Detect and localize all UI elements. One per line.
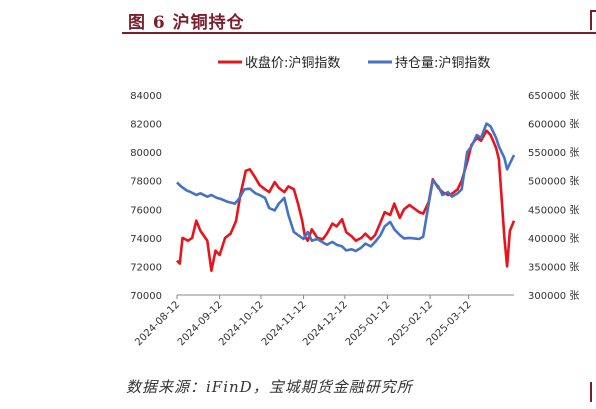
y-left-tick-label: 74000 [130, 234, 162, 245]
y-right-tick-label: 500000 张 [528, 176, 579, 188]
title-rule [122, 32, 596, 34]
edge-mark-bottom [590, 382, 596, 402]
x-tick-label: 2025-01-12 [344, 299, 393, 348]
y-right-tick-label: 550000 张 [528, 147, 579, 159]
y-left-tick-label: 72000 [130, 262, 162, 273]
y-right-tick-label: 450000 张 [528, 204, 579, 216]
axes: 70000 72000 74000 76000 78000 80000 82000 84000… [130, 90, 579, 348]
y-right-tick-label: 650000 张 [528, 90, 579, 102]
y-right-tick-label: 350000 张 [528, 261, 579, 273]
y-left-tick-label: 84000 [130, 91, 162, 102]
y-left-tick-label: 70000 [130, 291, 162, 302]
legend-label: 持仓量:沪铜指数 [395, 55, 490, 71]
y-left-tick-label: 82000 [130, 120, 162, 131]
y-right-tick-label: 300000 张 [528, 290, 579, 302]
y-right-tick-label: 600000 张 [528, 119, 579, 131]
edge-mark-top [590, 10, 596, 30]
x-tick-label: 2024-08-12 [133, 299, 182, 348]
open-interest-line [176, 122, 516, 253]
y-left-tick-label: 76000 [130, 205, 162, 216]
legend: 收盘价:沪铜指数 持仓量:沪铜指数 [218, 55, 490, 71]
series-lines [176, 122, 516, 272]
y-left-tick-label: 78000 [130, 177, 162, 188]
x-tick-label: 2024-10-12 [217, 299, 266, 348]
y-left-tick-label: 80000 [130, 148, 162, 159]
x-tick-label: 2024-12-12 [301, 299, 350, 348]
legend-label: 收盘价:沪铜指数 [245, 55, 340, 71]
figure-title: 图 6 沪铜持仓 [128, 13, 245, 33]
source-note: 数据来源：iFinD，宝城期货金融研究所 [126, 378, 413, 396]
y-right-tick-label: 400000 张 [528, 233, 579, 245]
